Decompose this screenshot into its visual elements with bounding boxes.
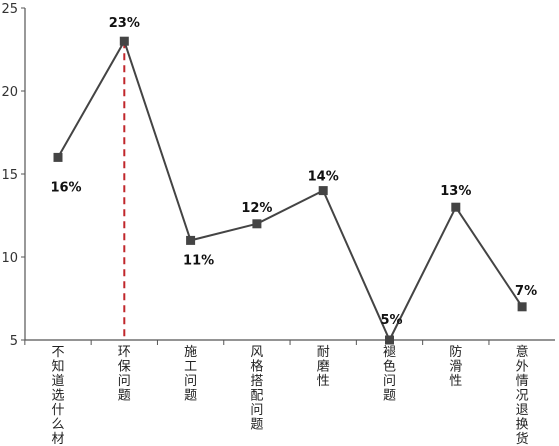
y-tick-label: 10: [1, 251, 18, 266]
data-point: [53, 152, 63, 162]
y-tick-label: 5: [10, 334, 18, 349]
data-point: [517, 302, 527, 312]
category-label: 环保问题: [118, 345, 131, 404]
category-label: 风格搭配问题: [250, 345, 263, 433]
y-tick-label: 15: [1, 168, 18, 183]
category-labels: 不知道选什么材质 环保问题 施工问题 风格搭配问题 耐磨性 褪色问题 防滑性 意外情况退换货难: [51, 344, 528, 446]
category-label: 耐磨性: [317, 345, 330, 389]
data-label: 14%: [308, 170, 339, 185]
data-point: [186, 235, 196, 245]
data-label: 13%: [440, 184, 471, 199]
y-tick-label: 25: [1, 2, 18, 17]
data-labels: 16% 23% 11% 12% 14% 5% 13% 7%: [50, 16, 537, 328]
data-point: [252, 219, 262, 229]
category-label: 施工问题: [184, 345, 197, 404]
y-axis-ticks: 5 10 15 20 25: [1, 2, 25, 349]
y-tick-label: 20: [1, 85, 18, 100]
data-label: 12%: [241, 201, 272, 216]
data-point: [119, 36, 129, 46]
data-label: 5%: [380, 313, 402, 328]
data-label: 16%: [50, 180, 81, 195]
category-label: 意外情况退换货难: [516, 344, 529, 446]
category-label: 不知道选什么材质: [51, 345, 64, 446]
data-point: [451, 202, 461, 212]
data-label: 7%: [515, 284, 537, 299]
data-point: [318, 186, 328, 196]
category-label: 防滑性: [449, 344, 462, 389]
axes: [24, 8, 555, 345]
data-label: 23%: [109, 16, 140, 31]
data-point: [385, 335, 394, 345]
series-line: [57, 38, 523, 343]
data-label: 11%: [183, 253, 214, 268]
series: [53, 36, 527, 345]
category-label: 褪色问题: [383, 345, 396, 404]
